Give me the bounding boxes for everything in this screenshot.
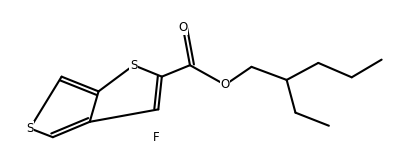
Text: O: O [178,21,188,34]
Text: S: S [26,122,33,135]
Text: S: S [130,59,138,72]
Text: F: F [153,131,160,144]
Text: O: O [221,78,230,91]
